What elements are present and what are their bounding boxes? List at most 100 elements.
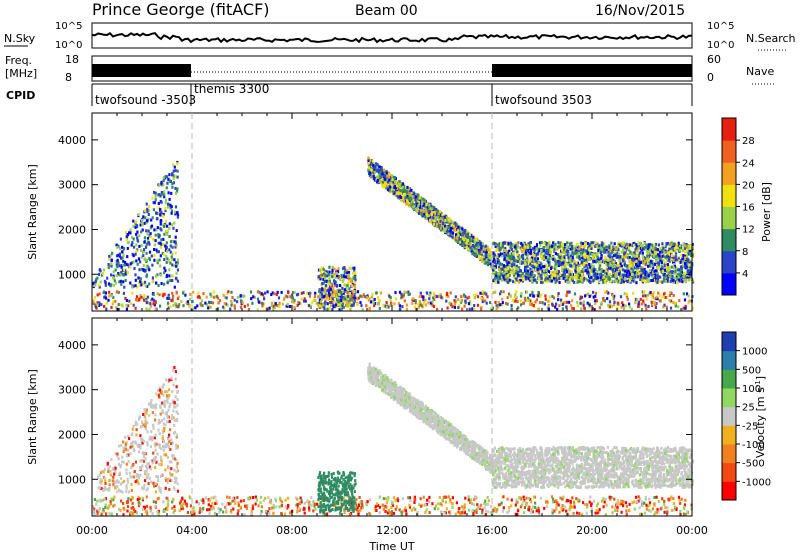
range-gate-cell xyxy=(329,290,332,294)
range-gate-cell xyxy=(494,260,497,264)
range-gate-cell xyxy=(582,300,585,304)
range-gate-cell xyxy=(688,249,691,253)
range-gate-cell xyxy=(523,268,527,272)
range-gate-cell xyxy=(563,268,567,272)
range-gate-cell xyxy=(236,300,239,304)
range-gate-cell xyxy=(504,246,507,250)
range-gate-cell xyxy=(661,254,664,258)
range-gate-cell xyxy=(582,263,585,267)
range-gate-cell xyxy=(577,268,580,271)
range-gate-cell xyxy=(506,267,509,270)
range-gate-cell xyxy=(670,270,673,274)
range-gate-cell xyxy=(616,268,619,272)
range-gate-cell xyxy=(651,296,654,300)
range-gate-cell xyxy=(513,276,516,280)
range-gate-cell xyxy=(644,280,647,284)
range-gate-cell xyxy=(479,252,482,256)
range-gate-cell xyxy=(428,206,431,210)
range-gate-cell xyxy=(355,297,359,301)
range-gate-cell xyxy=(606,297,609,301)
range-gate-cell xyxy=(171,257,174,261)
range-gate-cell xyxy=(302,299,306,303)
range-gate-cell xyxy=(523,247,526,251)
range-gate-cell xyxy=(480,296,483,300)
range-gate-cell xyxy=(342,266,345,270)
range-gate-cell xyxy=(233,304,236,308)
range-gate-cell xyxy=(524,277,527,281)
range-gate-cell xyxy=(453,299,456,303)
range-gate-cell xyxy=(672,259,675,262)
range-gate-cell xyxy=(118,252,122,256)
range-gate-cell xyxy=(496,254,499,258)
range-gate-cell xyxy=(627,246,630,250)
range-gate-cell xyxy=(566,245,569,249)
range-gate-cell xyxy=(531,260,534,264)
range-gate-cell xyxy=(405,307,408,311)
range-gate-cell xyxy=(505,249,508,253)
range-gate-cell xyxy=(456,298,460,301)
range-gate-cell xyxy=(605,269,608,273)
range-gate-cell xyxy=(341,290,344,293)
range-gate-cell xyxy=(497,260,500,264)
range-gate-cell xyxy=(401,186,405,189)
range-gate-cell xyxy=(520,294,523,298)
range-gate-cell xyxy=(603,280,606,284)
range-gate-cell xyxy=(436,222,439,226)
range-gate-cell xyxy=(677,257,680,261)
range-gate-cell xyxy=(675,272,678,276)
range-gate-cell xyxy=(497,272,500,275)
range-gate-cell xyxy=(496,248,499,252)
range-gate-cell xyxy=(379,179,382,183)
range-gate-cell xyxy=(629,252,632,256)
range-gate-cell xyxy=(140,295,143,299)
range-gate-cell xyxy=(455,238,458,242)
range-gate-cell xyxy=(685,278,688,282)
range-gate-cell xyxy=(469,233,472,237)
range-gate-cell xyxy=(496,258,499,261)
range-gate-cell xyxy=(516,253,519,256)
range-gate-cell xyxy=(588,274,591,278)
range-gate-cell xyxy=(623,249,626,253)
range-gate-cell xyxy=(258,290,261,294)
range-gate-cell xyxy=(450,223,453,227)
range-gate-cell xyxy=(559,277,562,280)
range-gate-cell xyxy=(568,290,571,294)
range-gate-cell xyxy=(143,236,146,240)
range-gate-cell xyxy=(526,269,529,273)
range-gate-cell xyxy=(443,217,446,221)
range-gate-cell xyxy=(138,257,141,261)
range-gate-cell xyxy=(656,248,659,252)
range-gate-cell xyxy=(445,299,448,303)
range-gate-cell xyxy=(337,300,340,304)
range-gate-cell xyxy=(225,302,228,306)
range-gate-cell xyxy=(314,291,317,295)
range-gate-cell xyxy=(436,307,439,311)
range-gate-cell xyxy=(326,307,329,311)
range-gate-cell xyxy=(482,259,485,263)
range-gate-cell xyxy=(659,256,662,260)
range-gate-cell xyxy=(371,292,374,296)
range-gate-cell xyxy=(651,250,654,254)
range-gate-cell xyxy=(171,299,174,303)
range-gate-cell xyxy=(115,263,118,267)
range-gate-cell xyxy=(680,246,683,250)
range-gate-cell xyxy=(345,287,348,291)
range-gate-cell xyxy=(581,250,585,254)
range-gate-cell xyxy=(616,306,619,310)
range-gate-cell xyxy=(401,182,404,186)
range-gate-cell xyxy=(424,303,427,307)
range-gate-cell xyxy=(340,293,343,297)
range-gate-cell xyxy=(677,259,681,263)
range-gate-cell xyxy=(379,175,382,179)
range-gate-cell xyxy=(385,171,388,175)
range-gate-cell xyxy=(105,307,108,311)
range-gate-cell xyxy=(535,259,538,263)
range-gate-cell xyxy=(622,279,625,283)
range-gate-cell xyxy=(239,294,242,298)
range-gate-cell xyxy=(309,304,312,308)
range-gate-cell xyxy=(550,279,554,283)
range-gate-cell xyxy=(607,254,610,258)
range-gate-cell xyxy=(175,291,178,295)
range-gate-cell xyxy=(542,246,545,249)
range-gate-cell xyxy=(584,242,587,246)
